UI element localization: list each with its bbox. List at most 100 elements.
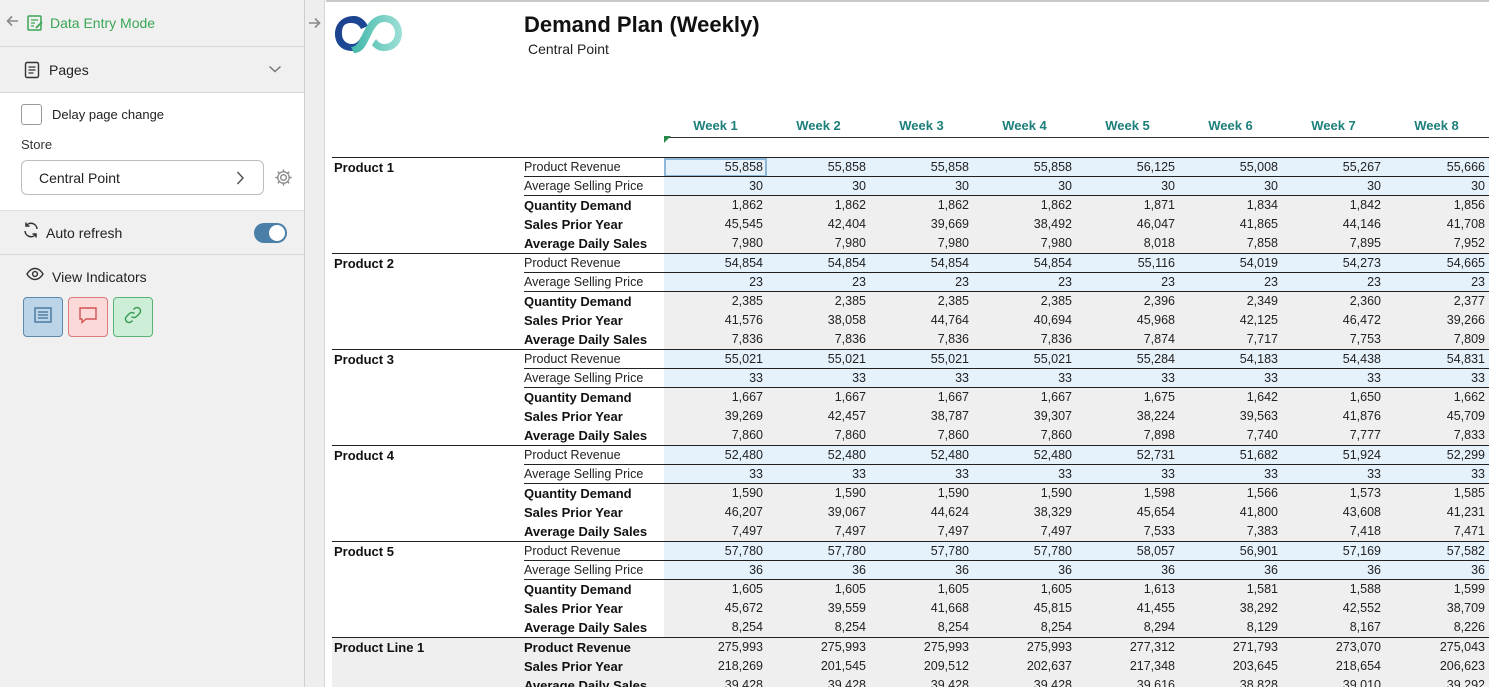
- editable-cell[interactable]: 52,480: [870, 446, 973, 465]
- editable-cell[interactable]: 36: [1282, 561, 1385, 580]
- editable-cell[interactable]: 54,183: [1179, 350, 1282, 369]
- gear-icon[interactable]: [274, 168, 293, 192]
- editable-cell[interactable]: 54,273: [1282, 254, 1385, 273]
- editable-cell[interactable]: 52,480: [973, 446, 1076, 465]
- editable-cell[interactable]: 33: [870, 465, 973, 484]
- forward-arrow-icon[interactable]: [307, 16, 321, 35]
- editable-cell[interactable]: 55,116: [1076, 254, 1179, 273]
- editable-cell[interactable]: 33: [973, 465, 1076, 484]
- editable-cell[interactable]: 36: [1076, 561, 1179, 580]
- editable-cell[interactable]: 56,125: [1076, 158, 1179, 177]
- editable-cell[interactable]: 23: [767, 273, 870, 292]
- editable-cell[interactable]: 57,582: [1385, 542, 1489, 561]
- row-cells: 36 36 36 36 36 36 36 36: [664, 561, 1489, 580]
- editable-cell[interactable]: 23: [973, 273, 1076, 292]
- editable-cell[interactable]: 30: [973, 177, 1076, 196]
- editable-cell[interactable]: 55,284: [1076, 350, 1179, 369]
- editable-cell[interactable]: 57,169: [1282, 542, 1385, 561]
- editable-cell[interactable]: 54,831: [1385, 350, 1489, 369]
- editable-cell[interactable]: 23: [1385, 273, 1489, 292]
- editable-cell[interactable]: 52,480: [664, 446, 767, 465]
- editable-cell[interactable]: 30: [870, 177, 973, 196]
- editable-cell[interactable]: 23: [1179, 273, 1282, 292]
- editable-cell[interactable]: 51,682: [1179, 446, 1282, 465]
- editable-cell[interactable]: 51,924: [1282, 446, 1385, 465]
- editable-cell[interactable]: 57,780: [973, 542, 1076, 561]
- value-cell: 275,993: [664, 638, 767, 657]
- editable-cell[interactable]: 30: [767, 177, 870, 196]
- editable-cell[interactable]: 23: [664, 273, 767, 292]
- editable-cell[interactable]: 33: [664, 465, 767, 484]
- editable-cell[interactable]: 52,731: [1076, 446, 1179, 465]
- editable-cell[interactable]: 33: [1076, 465, 1179, 484]
- store-selector[interactable]: Central Point: [21, 160, 264, 195]
- editable-cell[interactable]: 36: [973, 561, 1076, 580]
- editable-cell[interactable]: 33: [1076, 369, 1179, 388]
- pages-section[interactable]: Pages: [0, 47, 304, 93]
- editable-cell[interactable]: 57,780: [664, 542, 767, 561]
- editable-cell[interactable]: 33: [973, 369, 1076, 388]
- editable-cell[interactable]: 54,854: [767, 254, 870, 273]
- row-cells: 218,269 201,545 209,512 202,637 217,348 203,6…: [664, 657, 1489, 676]
- editable-cell[interactable]: 54,854: [973, 254, 1076, 273]
- editable-cell[interactable]: 33: [1282, 465, 1385, 484]
- data-entry-mode-label[interactable]: Data Entry Mode: [50, 15, 156, 31]
- chevron-down-icon[interactable]: [268, 61, 282, 79]
- collapse-strip[interactable]: [305, 0, 325, 687]
- editable-cell[interactable]: 36: [870, 561, 973, 580]
- editable-cell[interactable]: 33: [1282, 369, 1385, 388]
- editable-cell[interactable]: 36: [767, 561, 870, 580]
- editable-cell[interactable]: 30: [1282, 177, 1385, 196]
- editable-cell[interactable]: 33: [1385, 369, 1489, 388]
- editable-cell[interactable]: 33: [767, 465, 870, 484]
- editable-cell[interactable]: 55,858: [664, 158, 767, 177]
- editable-cell[interactable]: 54,019: [1179, 254, 1282, 273]
- auto-refresh-toggle[interactable]: [254, 223, 287, 243]
- editable-cell[interactable]: 33: [767, 369, 870, 388]
- editable-cell[interactable]: 55,008: [1179, 158, 1282, 177]
- editable-cell[interactable]: 54,854: [664, 254, 767, 273]
- editable-cell[interactable]: 33: [1179, 369, 1282, 388]
- editable-cell[interactable]: 58,057: [1076, 542, 1179, 561]
- editable-cell[interactable]: 36: [1385, 561, 1489, 580]
- editable-cell[interactable]: 57,780: [767, 542, 870, 561]
- delay-page-change-checkbox[interactable]: [21, 104, 42, 125]
- editable-cell[interactable]: 55,021: [767, 350, 870, 369]
- editable-cell[interactable]: 33: [664, 369, 767, 388]
- editable-cell[interactable]: 55,858: [767, 158, 870, 177]
- editable-cell[interactable]: 55,021: [870, 350, 973, 369]
- editable-cell[interactable]: 55,267: [1282, 158, 1385, 177]
- editable-cell[interactable]: 30: [1179, 177, 1282, 196]
- editable-cell[interactable]: 33: [1385, 465, 1489, 484]
- editable-cell[interactable]: 54,854: [870, 254, 973, 273]
- links-indicator-button[interactable]: [113, 297, 153, 337]
- editable-cell[interactable]: 30: [664, 177, 767, 196]
- editable-cell[interactable]: 56,901: [1179, 542, 1282, 561]
- editable-cell[interactable]: 36: [1179, 561, 1282, 580]
- editable-cell[interactable]: 54,438: [1282, 350, 1385, 369]
- editable-cell[interactable]: 33: [870, 369, 973, 388]
- editable-cell[interactable]: 55,858: [973, 158, 1076, 177]
- product-name: Product 2: [334, 256, 394, 271]
- editable-cell[interactable]: 30: [1385, 177, 1489, 196]
- editable-cell[interactable]: 23: [1076, 273, 1179, 292]
- editable-cell[interactable]: 30: [1076, 177, 1179, 196]
- back-arrow-icon[interactable]: [6, 14, 26, 33]
- editable-cell[interactable]: 33: [1179, 465, 1282, 484]
- editable-cell[interactable]: 52,480: [767, 446, 870, 465]
- editable-cell[interactable]: 55,021: [973, 350, 1076, 369]
- editable-cell[interactable]: 52,299: [1385, 446, 1489, 465]
- value-cell: 1,588: [1282, 580, 1385, 599]
- editable-cell[interactable]: 36: [664, 561, 767, 580]
- notes-indicator-button[interactable]: [23, 297, 63, 337]
- table-row: Quantity Demand 1,667 1,667 1,667 1,667 1,675…: [332, 388, 1489, 407]
- editable-cell[interactable]: 55,666: [1385, 158, 1489, 177]
- editable-cell[interactable]: 23: [1282, 273, 1385, 292]
- editable-cell[interactable]: 55,021: [664, 350, 767, 369]
- editable-cell[interactable]: 55,858: [870, 158, 973, 177]
- week-header: Week 7: [1311, 118, 1356, 133]
- editable-cell[interactable]: 57,780: [870, 542, 973, 561]
- editable-cell[interactable]: 54,665: [1385, 254, 1489, 273]
- comments-indicator-button[interactable]: [68, 297, 108, 337]
- editable-cell[interactable]: 23: [870, 273, 973, 292]
